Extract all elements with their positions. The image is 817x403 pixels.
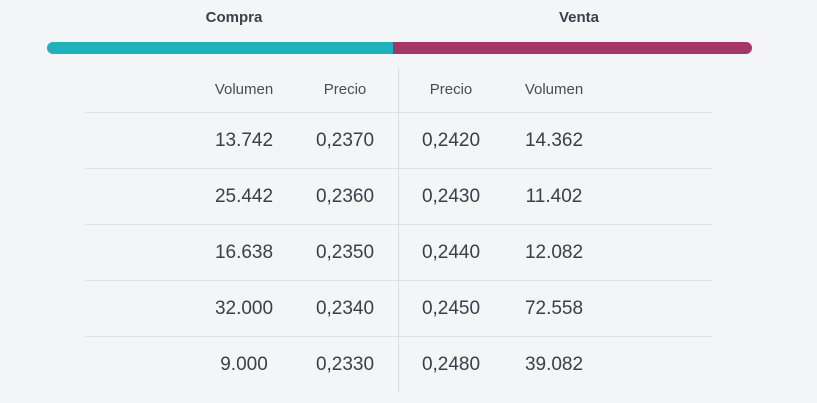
depth-row[interactable]: 9.000 0,2330 0,2480 39.082 — [85, 337, 713, 392]
sell-price-cell: 0,2480 — [421, 354, 481, 375]
depth-row[interactable]: 32.000 0,2340 0,2450 72.558 — [85, 281, 713, 337]
buy-side-label: Compra — [205, 9, 263, 26]
buy-volume-cell: 16.638 — [214, 242, 274, 263]
depth-table: Volumen Precio Precio Volumen 13.742 0,2… — [85, 68, 713, 392]
buy-price-cell: 0,2330 — [315, 354, 375, 375]
buy-price-cell: 0,2370 — [315, 130, 375, 151]
column-header-sell-price: Precio — [429, 81, 473, 98]
depth-bar-sell — [393, 42, 752, 54]
center-divider — [398, 68, 399, 393]
column-header-buy-price: Precio — [323, 81, 367, 98]
buy-price-cell: 0,2360 — [315, 186, 375, 207]
column-header-buy-volume: Volumen — [214, 81, 274, 98]
sell-price-cell: 0,2450 — [421, 298, 481, 319]
buy-volume-cell: 9.000 — [220, 354, 268, 375]
sell-volume-cell: 14.362 — [524, 130, 584, 151]
depth-bar-buy — [47, 42, 394, 54]
buy-volume-cell: 25.442 — [214, 186, 274, 207]
depth-table-header-row: Volumen Precio Precio Volumen — [85, 68, 713, 113]
sell-volume-cell: 39.082 — [524, 354, 584, 375]
depth-row[interactable]: 13.742 0,2370 0,2420 14.362 — [85, 113, 713, 169]
sell-price-cell: 0,2440 — [421, 242, 481, 263]
sell-price-cell: 0,2430 — [421, 186, 481, 207]
depth-row[interactable]: 25.442 0,2360 0,2430 11.402 — [85, 169, 713, 225]
buy-price-cell: 0,2340 — [315, 298, 375, 319]
buy-volume-cell: 13.742 — [214, 130, 274, 151]
column-header-sell-volume: Volumen — [524, 81, 584, 98]
sell-volume-cell: 12.082 — [524, 242, 584, 263]
sell-price-cell: 0,2420 — [421, 130, 481, 151]
buy-price-cell: 0,2350 — [315, 242, 375, 263]
buy-sell-ratio-bar — [47, 42, 752, 54]
sell-volume-cell: 11.402 — [525, 186, 583, 207]
sell-volume-cell: 72.558 — [524, 298, 584, 319]
depth-row[interactable]: 16.638 0,2350 0,2440 12.082 — [85, 225, 713, 281]
buy-volume-cell: 32.000 — [214, 298, 274, 319]
sell-side-label: Venta — [558, 9, 600, 26]
